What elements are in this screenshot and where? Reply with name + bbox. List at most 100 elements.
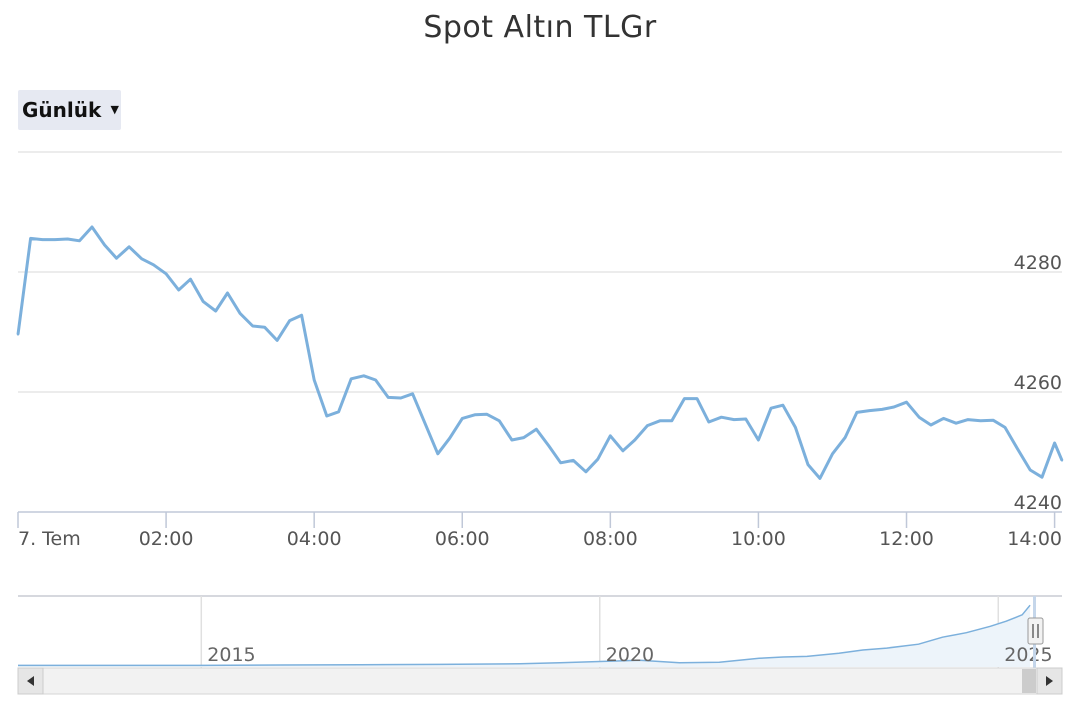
series-point xyxy=(547,444,551,448)
series-point xyxy=(164,272,168,275)
series-point xyxy=(917,416,921,419)
series-point xyxy=(177,288,180,292)
series-point xyxy=(892,405,896,409)
arrow-right-icon xyxy=(1046,676,1053,686)
series-point xyxy=(744,417,748,421)
x-tick-label: 7. Tem xyxy=(18,528,81,550)
x-axis-ticks: 7. Tem 02:00 04:00 06:00 08:00 10:00 12:00 14:0… xyxy=(17,512,1062,550)
series-point xyxy=(90,225,94,229)
navigator-area xyxy=(18,605,1031,667)
y-axis-ticks: 4240 4260 4280 xyxy=(1014,252,1062,514)
series-line[interactable] xyxy=(16,225,1064,480)
series-point xyxy=(732,418,736,421)
series-point xyxy=(226,291,229,295)
series-point xyxy=(78,239,81,242)
series-point xyxy=(399,396,402,400)
series-point xyxy=(695,397,699,400)
main-gridlines xyxy=(18,151,1062,393)
series-point xyxy=(818,477,822,480)
x-tick-label: 04:00 xyxy=(287,528,342,550)
series-point xyxy=(115,257,118,260)
navigator-year-label: 2015 xyxy=(207,644,255,666)
series-point xyxy=(1003,426,1007,429)
series-point xyxy=(584,470,588,473)
navigator-year-label: 2025 xyxy=(1004,644,1052,666)
series-point xyxy=(53,238,57,241)
chart-title: Spot Altın TLGr xyxy=(423,10,657,45)
series-point xyxy=(127,245,131,248)
x-tick-label: 10:00 xyxy=(731,528,786,550)
series-point xyxy=(966,418,970,421)
series-point xyxy=(905,401,908,404)
series-point xyxy=(769,407,773,410)
scrollbar-right-button[interactable] xyxy=(1036,667,1063,695)
series-point xyxy=(781,404,785,407)
series-point xyxy=(16,333,20,336)
series-point xyxy=(201,300,205,303)
series-point xyxy=(238,312,242,315)
navigator-series xyxy=(18,604,1031,667)
series-point xyxy=(1053,441,1056,445)
series-point xyxy=(103,243,106,247)
series-point xyxy=(189,278,192,281)
series-point xyxy=(510,438,514,442)
series-point xyxy=(140,257,143,260)
y-tick-label: 4240 xyxy=(1014,492,1062,514)
series-point xyxy=(214,309,217,313)
series-point xyxy=(559,461,562,464)
series-point xyxy=(991,419,995,422)
series-point xyxy=(374,378,377,382)
series-point xyxy=(720,416,723,419)
series-point xyxy=(855,411,859,414)
series-point xyxy=(275,339,279,342)
scrollbar-track[interactable] xyxy=(17,667,1063,695)
series-point xyxy=(312,378,316,382)
series-point xyxy=(424,422,427,425)
series-point xyxy=(325,414,328,418)
scrollbar-thumb[interactable] xyxy=(1022,669,1036,693)
navigator-handle[interactable] xyxy=(1027,617,1044,645)
series-point xyxy=(658,419,662,422)
series-point xyxy=(596,458,599,461)
y-tick-label: 4260 xyxy=(1014,372,1062,394)
series-point xyxy=(1016,447,1019,451)
navigator-year-label: 2020 xyxy=(606,644,654,666)
caret-down-icon: ▼ xyxy=(110,103,119,116)
series-point xyxy=(448,437,451,440)
series-point xyxy=(794,426,797,429)
series-point xyxy=(831,452,834,455)
series-point xyxy=(263,326,266,329)
arrow-left-icon xyxy=(27,676,34,686)
series-point xyxy=(707,420,711,424)
series-point xyxy=(670,419,673,422)
series-point xyxy=(609,434,612,437)
series-point xyxy=(942,417,945,420)
series-point xyxy=(66,237,69,241)
series-point xyxy=(436,452,440,455)
series-point xyxy=(288,319,291,322)
navigator-line xyxy=(18,604,1031,667)
series-point xyxy=(461,417,464,420)
series-point xyxy=(411,392,414,395)
series-point xyxy=(806,463,810,466)
series-point xyxy=(954,422,958,425)
series-point xyxy=(535,428,538,431)
series-point xyxy=(485,413,488,416)
series-point xyxy=(387,396,390,399)
price-series[interactable] xyxy=(16,225,1064,480)
series-point xyxy=(498,419,501,422)
x-tick-label: 02:00 xyxy=(139,528,194,550)
series-point xyxy=(522,436,525,439)
series-point xyxy=(152,263,155,266)
series-point xyxy=(1060,459,1064,462)
y-tick-label: 4280 xyxy=(1014,252,1062,274)
series-point xyxy=(572,459,575,462)
x-tick-label: 08:00 xyxy=(583,528,638,550)
scrollbar-left-button[interactable] xyxy=(17,667,44,695)
series-point xyxy=(646,424,649,427)
series-point xyxy=(843,436,847,439)
period-dropdown-button[interactable]: Günlük ▼ xyxy=(18,90,121,130)
series-point xyxy=(757,438,760,442)
series-point xyxy=(41,238,44,241)
